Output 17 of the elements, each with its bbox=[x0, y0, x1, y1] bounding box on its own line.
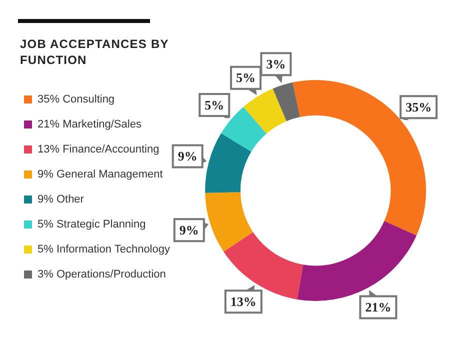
data-label: 13% bbox=[230, 294, 256, 309]
legend-label: 35% Consulting bbox=[38, 94, 115, 106]
legend-label: 21% Marketing/Sales bbox=[38, 118, 142, 131]
data-label: 21% bbox=[365, 300, 392, 315]
legend-label: 13% Finance/Accounting bbox=[38, 144, 160, 156]
data-label: 3% bbox=[266, 56, 286, 72]
legend-label: 9% Other bbox=[38, 194, 84, 206]
data-label: 9% bbox=[179, 222, 199, 238]
legend-label: 5% Strategic Planning bbox=[38, 218, 146, 231]
legend-label: 3% Operations/Production bbox=[38, 268, 166, 281]
data-label: 9% bbox=[178, 148, 198, 164]
chart-title: JOB ACCEPTANCES BY FUNCTION bbox=[20, 36, 170, 68]
data-label: 5% bbox=[204, 97, 224, 112]
data-label: 5% bbox=[236, 70, 256, 86]
legend-label: 9% General Management bbox=[38, 168, 163, 181]
data-label: 35% bbox=[406, 99, 432, 114]
legend-label: 5% Information Technology bbox=[38, 244, 170, 256]
